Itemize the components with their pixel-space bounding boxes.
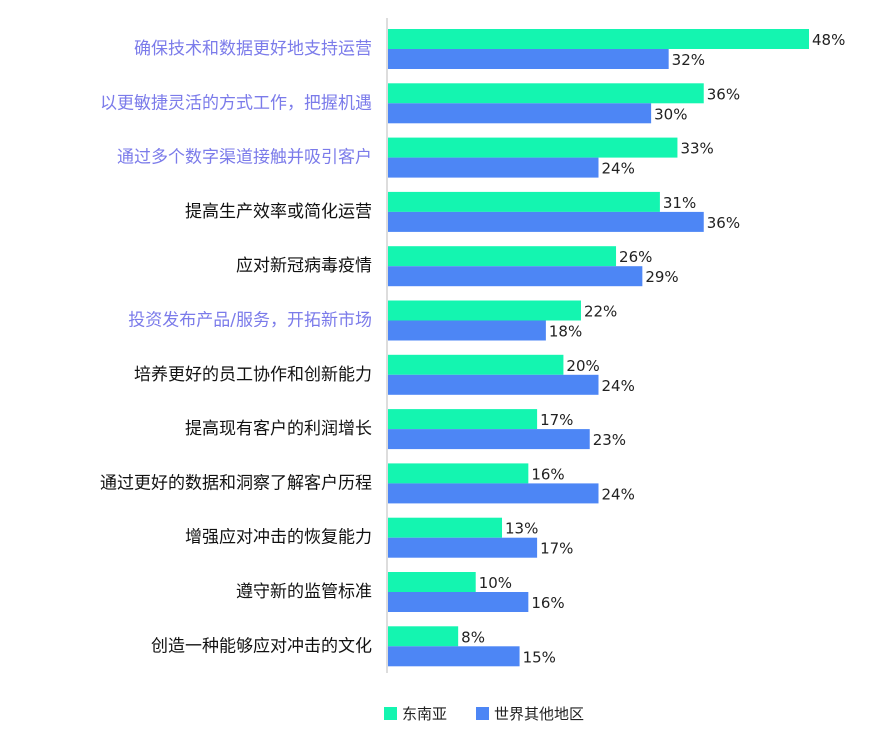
category-label: 通过多个数字渠道接触并吸引客户 [117, 148, 372, 168]
legend-label-rest-of-world: 世界其他地区 [494, 705, 584, 723]
bar-rest-of-world [388, 103, 652, 124]
category-label: 投资发布产品/服务，开拓新市场 [128, 311, 372, 331]
bar-southeast-asia [388, 137, 678, 158]
bar-rest-of-world [388, 320, 546, 341]
value-label-southeast-asia: 22% [584, 303, 617, 321]
value-label-southeast-asia: 16% [531, 465, 564, 483]
value-label-rest-of-world: 29% [645, 268, 678, 286]
value-label-rest-of-world: 30% [654, 105, 687, 123]
bar-rest-of-world [388, 537, 538, 558]
bar-southeast-asia [388, 409, 538, 430]
value-label-southeast-asia: 17% [540, 411, 573, 429]
value-label-southeast-asia: 20% [566, 357, 599, 375]
value-label-rest-of-world: 18% [549, 323, 582, 341]
bar-rest-of-world [388, 374, 599, 395]
value-label-rest-of-world: 23% [593, 431, 626, 449]
bar-rest-of-world [388, 483, 599, 504]
value-label-rest-of-world: 16% [531, 594, 564, 612]
legend-swatch-southeast-asia [384, 707, 397, 720]
bar-southeast-asia [388, 83, 704, 104]
value-label-southeast-asia: 26% [619, 248, 652, 266]
value-label-southeast-asia: 36% [707, 85, 740, 103]
legend: 东南亚 世界其他地区 [384, 705, 584, 723]
category-label: 以更敏捷灵活的方式工作，把握机遇 [100, 93, 372, 113]
value-label-southeast-asia: 33% [680, 140, 713, 158]
legend-label-southeast-asia: 东南亚 [402, 705, 447, 723]
bar-rest-of-world [388, 429, 590, 450]
value-label-rest-of-world: 24% [602, 160, 635, 178]
value-label-rest-of-world: 36% [707, 214, 740, 232]
bar-rest-of-world [388, 592, 529, 612]
value-label-rest-of-world: 15% [523, 648, 556, 666]
category-label: 提高现有客户的利润增长 [185, 419, 372, 439]
bar-southeast-asia [388, 626, 459, 647]
bars-layer: 确保技术和数据更好地支持运营 48% 32% 以更敏捷灵活的方式工作，把握机遇 36% 3… [100, 29, 845, 667]
category-label: 应对新冠病毒疫情 [236, 256, 372, 276]
bar-southeast-asia [388, 517, 503, 538]
category-label: 增强应对冲击的恢复能力 [185, 528, 372, 548]
category-label: 创造一种能够应对冲击的文化 [151, 636, 372, 656]
category-label: 培养更好的员工协作和创新能力 [134, 365, 372, 385]
value-label-southeast-asia: 10% [479, 574, 512, 592]
bar-southeast-asia [388, 191, 660, 212]
bar-southeast-asia [388, 354, 564, 375]
bar-southeast-asia [388, 463, 529, 484]
bar-southeast-asia [388, 300, 581, 321]
bar-rest-of-world [388, 266, 643, 287]
bar-southeast-asia [388, 572, 476, 592]
category-label: 提高生产效率或简化运营 [185, 202, 372, 222]
value-label-southeast-asia: 31% [663, 194, 696, 212]
category-label: 确保技术和数据更好地支持运营 [134, 39, 372, 59]
value-label-rest-of-world: 24% [602, 377, 635, 395]
category-label: 遵守新的监管标准 [236, 582, 372, 602]
value-label-rest-of-world: 24% [602, 485, 635, 503]
bar-southeast-asia [388, 246, 617, 267]
bar-rest-of-world [388, 211, 704, 232]
category-label: 通过更好的数据和洞察了解客户历程 [100, 473, 372, 493]
bar-southeast-asia [388, 29, 809, 49]
legend-swatch-rest-of-world [476, 707, 489, 720]
value-label-rest-of-world: 32% [672, 51, 705, 69]
value-label-rest-of-world: 17% [540, 540, 573, 558]
bar-rest-of-world [388, 49, 669, 69]
value-label-southeast-asia: 8% [461, 628, 485, 646]
value-label-southeast-asia: 13% [505, 520, 538, 538]
bar-rest-of-world [388, 157, 599, 178]
bar-rest-of-world [388, 646, 520, 667]
value-label-southeast-asia: 48% [812, 31, 845, 49]
